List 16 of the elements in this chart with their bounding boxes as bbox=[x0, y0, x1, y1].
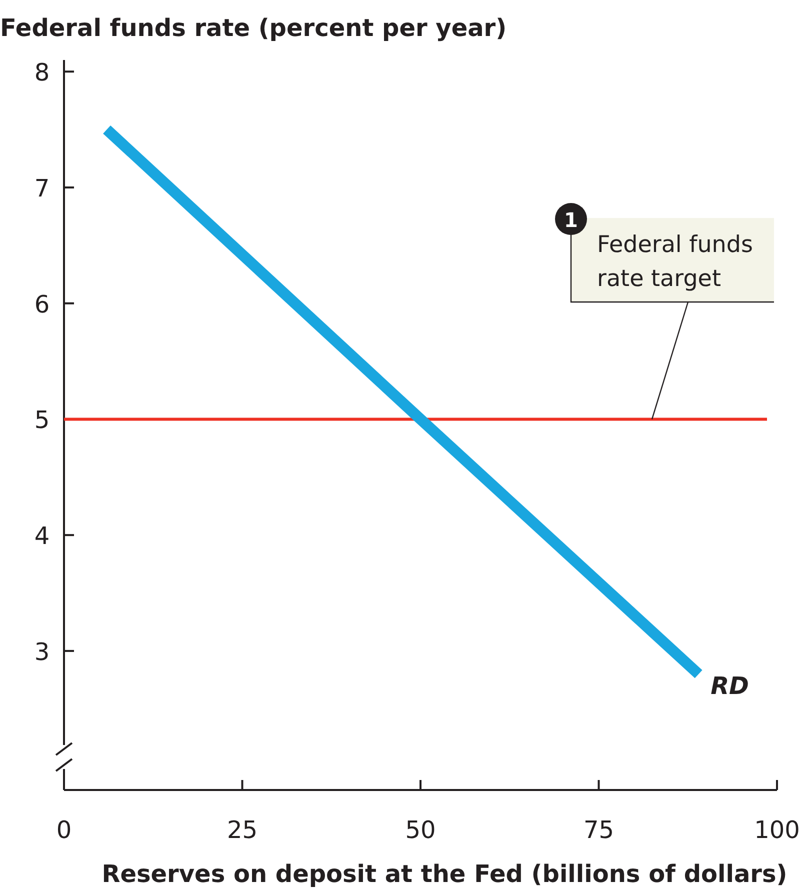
y-tick-label: 3 bbox=[34, 638, 50, 666]
x-tick-label: 25 bbox=[226, 816, 258, 844]
series-label: RD bbox=[710, 672, 749, 700]
annotation: 1 bbox=[564, 208, 578, 232]
y-tick-label: 5 bbox=[34, 406, 50, 434]
ref-line-label: Federal funds rate target bbox=[597, 232, 753, 292]
x-tick-label: 75 bbox=[583, 816, 614, 844]
y-tick-label: 8 bbox=[34, 58, 50, 87]
y-tick-label: 6 bbox=[34, 290, 50, 318]
x-tick-label: 50 bbox=[405, 816, 436, 844]
x-tick-label: 100 bbox=[754, 816, 800, 844]
y-tick-label: 4 bbox=[34, 522, 50, 550]
x-axis-title: Reserves on deposit at the Fed (billions of dollars) bbox=[102, 860, 788, 888]
y-tick-label: 7 bbox=[34, 174, 50, 202]
y-axis-title: Federal funds rate (percent per year) bbox=[0, 14, 507, 42]
x-tick-label: 0 bbox=[56, 816, 72, 844]
